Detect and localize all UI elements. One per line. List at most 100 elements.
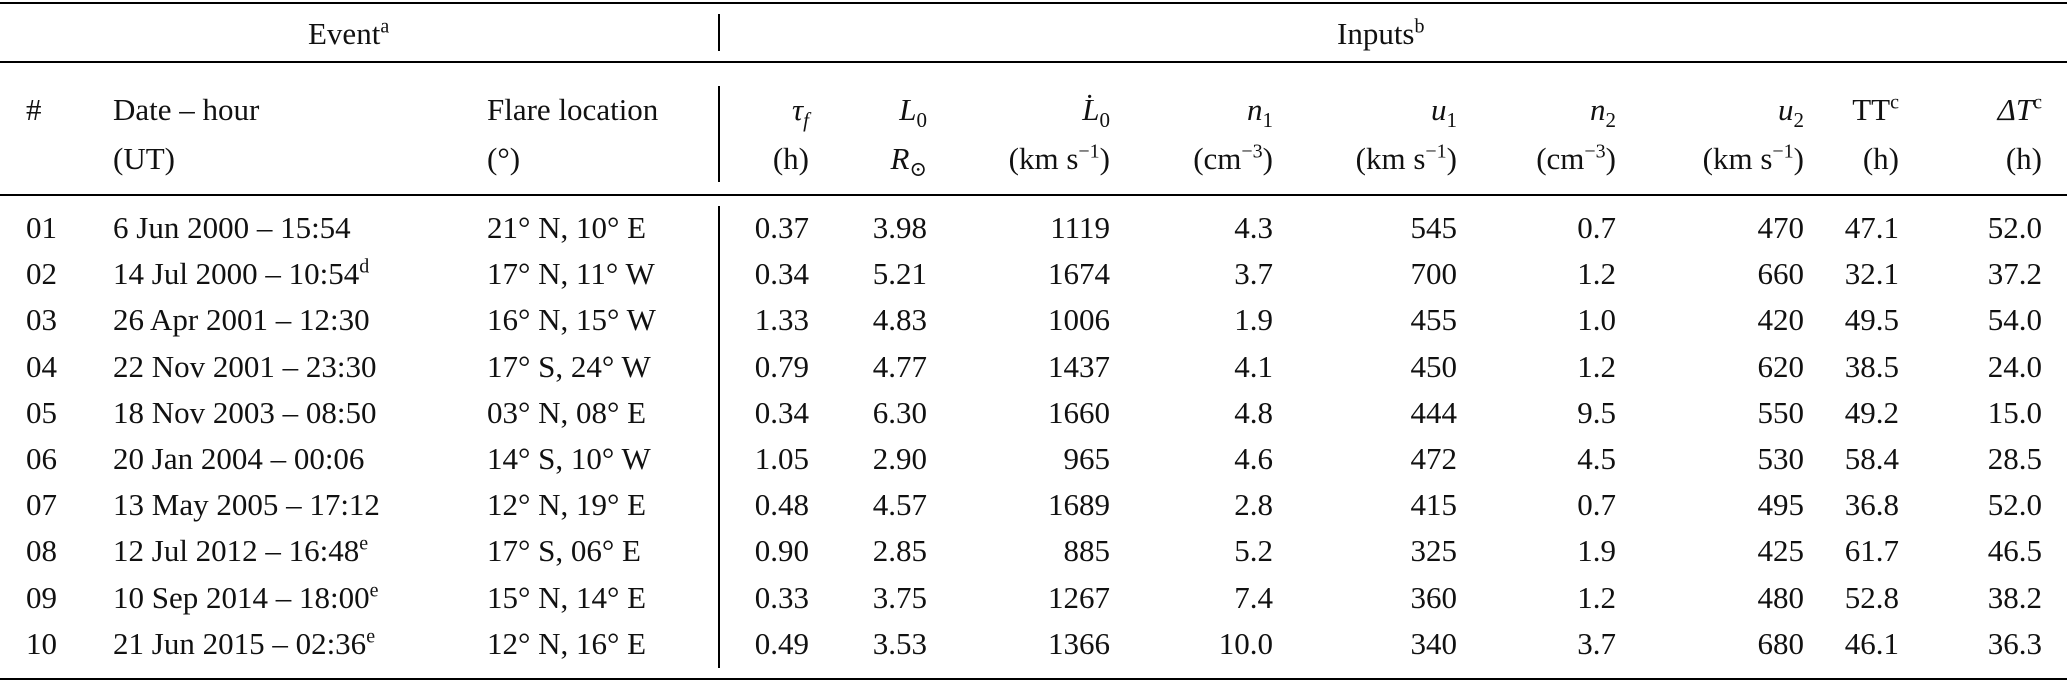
cell-value: 24.0: [1987, 348, 2042, 384]
cell-value: 3.98: [872, 210, 927, 245]
cell-flare: 12° N, 16° E: [487, 628, 646, 659]
cell-value: 1674: [1048, 256, 1110, 292]
cell-value: 545: [1410, 210, 1458, 245]
cell-value: 660: [1757, 256, 1805, 292]
cell-value: 1.33: [754, 302, 809, 338]
cell-date: 22 Nov 2001 – 23:30: [113, 351, 377, 382]
cell-value: 0.37: [754, 210, 809, 245]
cell-L0dot: 1660: [1048, 397, 1110, 428]
group-header-rule: [0, 61, 2067, 63]
cell-date: 10 Sep 2014 – 18:00e: [113, 579, 379, 612]
cell-value: 0.33: [754, 579, 809, 615]
col-header-tau: τf: [792, 92, 809, 133]
cell-L0dot: 1437: [1048, 351, 1110, 382]
cell-L0: 3.98: [873, 212, 927, 243]
cell-L0dot: 1674: [1048, 258, 1110, 289]
cell-u2: 660: [1758, 258, 1805, 289]
footnote-mark: e: [369, 579, 379, 602]
cell-value: 15° N, 14° E: [487, 579, 647, 615]
col-header-u2: u2: [1778, 92, 1804, 133]
cell-u2: 420: [1758, 304, 1805, 335]
cell-TT: 49.5: [1845, 304, 1899, 335]
cell-L0: 4.83: [873, 304, 927, 335]
cell-n2: 1.2: [1577, 351, 1616, 382]
cell-value: 0.79: [754, 348, 809, 384]
cell-flare: 17° S, 24° W: [487, 351, 651, 382]
cell-tau: 0.49: [755, 628, 809, 659]
col-unit-L0dot: (km s−1): [1008, 140, 1110, 176]
cell-value: 61.7: [1844, 533, 1899, 569]
cell-n1: 5.2: [1234, 535, 1273, 566]
cell-value: 08: [26, 533, 57, 569]
cell-u2: 480: [1758, 582, 1805, 613]
cell-u2: 550: [1758, 397, 1805, 428]
col-header-L0dot: L̇0: [1082, 92, 1110, 133]
cell-value: 10.0: [1218, 625, 1273, 661]
cell-value: 4.6: [1234, 441, 1273, 476]
group-separator: [718, 14, 720, 51]
cell-n1: 10.0: [1219, 628, 1273, 659]
cell-value: 47.1: [1844, 210, 1899, 245]
cell-value: 52.8: [1844, 579, 1899, 615]
cell-value: 455: [1410, 302, 1458, 338]
cell-u1: 700: [1411, 258, 1458, 289]
cell-u1: 415: [1411, 489, 1458, 520]
col-unit-n1: (cm−3): [1193, 140, 1273, 176]
cell-tau: 0.79: [755, 351, 809, 382]
cell-date: 14 Jul 2000 – 10:54d: [113, 257, 369, 289]
cell-tau: 0.90: [755, 535, 809, 566]
cell-value: 20 Jan 2004 – 00:06: [113, 441, 365, 476]
cell-value: 3.75: [872, 579, 927, 615]
cell-value: 22 Nov 2001 – 23:30: [113, 348, 377, 384]
cell-value: 05: [26, 394, 57, 430]
cell-value: 01: [26, 210, 57, 245]
inputs-footnote-mark: b: [1414, 15, 1425, 38]
cell-value: 13 May 2005 – 17:12: [113, 487, 380, 523]
cell-value: 0.48: [754, 487, 809, 523]
cell-value: 472: [1410, 441, 1458, 476]
cell-u1: 545: [1411, 212, 1458, 243]
cell-u2: 530: [1758, 443, 1805, 474]
cell-value: 1267: [1048, 579, 1110, 615]
col-header-L0: L0: [899, 92, 927, 133]
cell-value: 6.30: [872, 394, 927, 430]
cell-value: 12° N, 16° E: [487, 625, 647, 661]
cell-date: 12 Jul 2012 – 16:48e: [113, 534, 368, 566]
cell-flare: 12° N, 19° E: [487, 489, 646, 520]
cell-value: 18 Nov 2003 – 08:50: [113, 394, 377, 430]
cell-value: 470: [1757, 210, 1805, 245]
cell-n2: 9.5: [1577, 397, 1616, 428]
col-header-TT: TTc: [1852, 91, 1899, 127]
col-unit-u1: (km s−1): [1355, 140, 1457, 176]
cell-u1: 340: [1411, 628, 1458, 659]
cell-value: 1.0: [1577, 302, 1616, 338]
cell-value: 2.85: [872, 533, 927, 569]
cell-value: 0.49: [754, 625, 809, 661]
cell-flare: 03° N, 08° E: [487, 397, 646, 428]
cell-value: 4.83: [872, 302, 927, 338]
cell-u1: 325: [1411, 535, 1458, 566]
cell-n2: 3.7: [1577, 628, 1616, 659]
cell-dT: 46.5: [1988, 535, 2042, 566]
col-header-u1: u1: [1431, 92, 1457, 133]
cell-value: 680: [1757, 625, 1805, 661]
cell-value: 09: [26, 579, 57, 615]
cell-flare: 16° N, 15° W: [487, 304, 656, 335]
cell-value: 425: [1757, 533, 1805, 569]
col-header-n1: n1: [1247, 92, 1273, 133]
cell-TT: 61.7: [1845, 535, 1899, 566]
cell-value: 07: [26, 487, 57, 523]
cell-tau: 0.34: [755, 258, 809, 289]
header-separator: [718, 86, 720, 182]
cell-L0: 3.75: [873, 582, 927, 613]
cell-tau: 0.34: [755, 397, 809, 428]
cell-u2: 425: [1758, 535, 1805, 566]
cell-flare: 21° N, 10° E: [487, 212, 646, 243]
cell-value: 885: [1063, 533, 1111, 569]
cell-L0: 3.53: [873, 628, 927, 659]
cell-TT: 36.8: [1845, 489, 1899, 520]
col-unit-n2: (cm−3): [1536, 140, 1616, 176]
cell-L0dot: 885: [1064, 535, 1111, 566]
cell-date: 6 Jun 2000 – 15:54: [113, 212, 351, 243]
cell-n1: 4.3: [1234, 212, 1273, 243]
